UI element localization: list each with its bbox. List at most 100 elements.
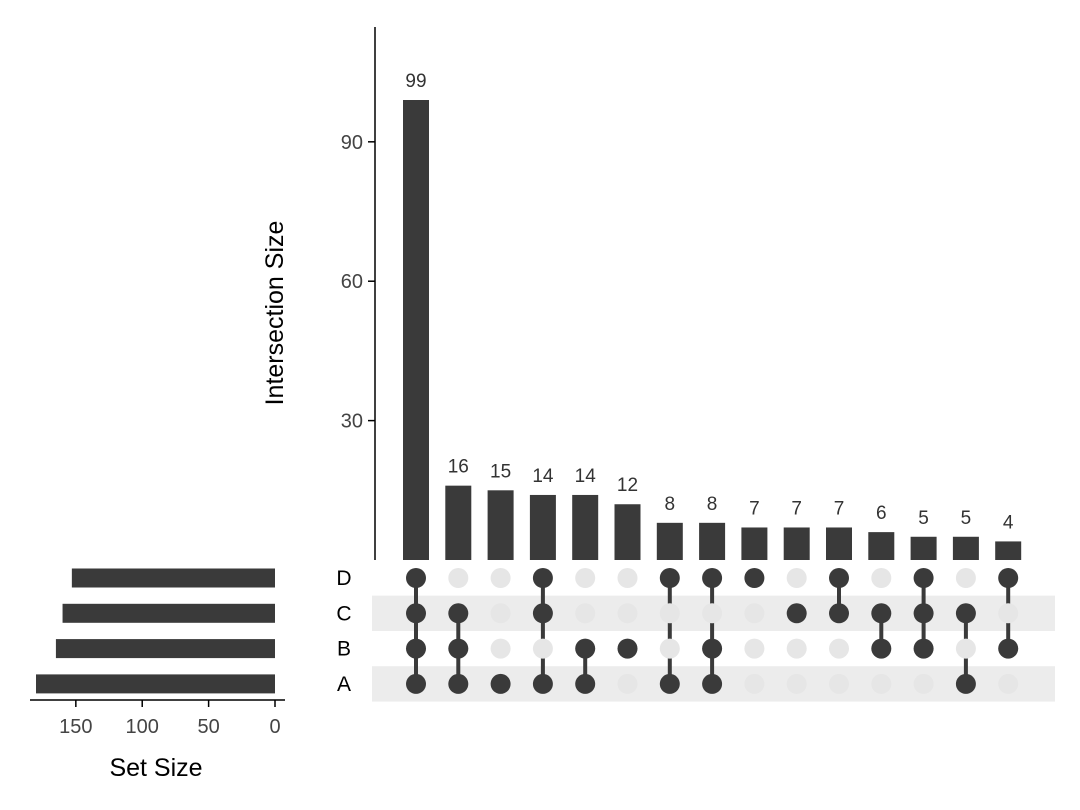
matrix-dot-inactive (659, 603, 680, 624)
matrix-dot-inactive (955, 568, 976, 588)
intersection-bar-label: 8 (707, 494, 718, 515)
matrix-dot-active (448, 673, 469, 694)
matrix-dot-inactive (744, 673, 765, 694)
y-tick-label: 30 (341, 411, 363, 433)
matrix-dot-active (913, 568, 934, 588)
matrix-dot-inactive (448, 568, 469, 588)
set-size-bars (36, 568, 275, 694)
matrix-dot-active (406, 603, 426, 624)
intersection-bar-label: 7 (749, 498, 760, 519)
matrix-dot-active (702, 568, 723, 588)
set-size-tick-label: 100 (126, 716, 159, 738)
intersection-bar (445, 485, 472, 560)
set-label-C: C (336, 602, 351, 625)
matrix-dot-active (448, 603, 469, 624)
intersection-bar (614, 504, 641, 560)
matrix-dot-active (532, 673, 553, 694)
matrix-dot-inactive (871, 673, 892, 694)
intersection-bar-labels: 99 16 15 14 14 12 8 8 7 7 7 6 5 5 4 (405, 71, 1013, 533)
matrix-dot-active (955, 673, 976, 694)
intersection-bar (868, 532, 895, 560)
intersection-bar (487, 490, 514, 560)
intersection-bar (952, 536, 979, 560)
intersection-bar (741, 527, 768, 560)
y-tick-label: 60 (341, 271, 363, 293)
set-size-axis-title: Set Size (109, 754, 202, 782)
matrix-dot-active (702, 638, 723, 659)
intersection-bar-label: 99 (405, 71, 426, 92)
matrix-dot-active (490, 673, 511, 694)
matrix-dot-active (575, 638, 596, 659)
set-size-bar-C (62, 603, 275, 623)
matrix-dot-inactive (829, 638, 849, 659)
intersection-bar (910, 536, 937, 560)
matrix-dot-active (532, 568, 553, 588)
intersection-bar (783, 527, 810, 560)
matrix-dot-active (871, 638, 892, 659)
set-label-B: B (337, 638, 351, 661)
matrix-dot-inactive (955, 638, 976, 659)
matrix-dot-inactive (998, 603, 1019, 624)
set-label-D: D (336, 567, 351, 590)
matrix-dot-active (744, 568, 765, 588)
matrix-dot-active (659, 568, 680, 588)
matrix-dot-inactive (786, 568, 807, 588)
matrix-dot-inactive (829, 673, 849, 694)
matrix-dot-inactive (659, 638, 680, 659)
intersection-bar (826, 527, 852, 560)
intersection-bar-label: 14 (575, 466, 597, 487)
intersection-bar-label: 6 (876, 503, 887, 524)
intersection-bar-label: 4 (1003, 512, 1014, 533)
matrix-dot-active (406, 673, 426, 694)
matrix-dot-inactive (744, 638, 765, 659)
matrix-dot-inactive (617, 568, 638, 588)
matrix-dot-active (913, 603, 934, 624)
intersection-bar-label: 7 (791, 498, 802, 519)
set-size-tick-label: 50 (197, 716, 219, 738)
matrix-dot-active (617, 638, 638, 659)
matrix-dot-active (871, 603, 892, 624)
intersection-size-axis: 30 60 90 (341, 27, 376, 560)
matrix-dot-inactive (786, 673, 807, 694)
set-size-bar-B (55, 639, 275, 659)
intersection-bar (699, 522, 726, 560)
matrix-dot-inactive (786, 638, 807, 659)
matrix-dot-active (913, 638, 934, 659)
intersection-bar-label: 7 (834, 498, 845, 519)
intersection-bars (403, 100, 1022, 560)
y-tick-label: 90 (341, 132, 363, 154)
matrix-dot-active (448, 638, 469, 659)
matrix-dot-active (532, 603, 553, 624)
matrix-dot-inactive (490, 638, 511, 659)
matrix-dot-active (406, 638, 426, 659)
intersection-bar (656, 522, 683, 560)
set-size-bar-A (36, 674, 275, 694)
intersection-bar-label: 5 (918, 508, 929, 529)
matrix-dot-inactive (575, 603, 596, 624)
set-size-bar-D (71, 568, 275, 588)
matrix-dot-inactive (744, 603, 765, 624)
matrix-dot-active (406, 568, 426, 588)
matrix-dot-inactive (617, 673, 638, 694)
matrix-dot-inactive (913, 673, 934, 694)
intersection-bar (572, 494, 599, 560)
matrix-dot-inactive (532, 638, 553, 659)
matrix-dot-active (702, 673, 723, 694)
matrix-dot-active (998, 568, 1019, 588)
matrix-dot-active (786, 603, 807, 624)
matrix-dot-inactive (702, 603, 723, 624)
matrix-dot-inactive (575, 568, 596, 588)
set-label-A: A (337, 673, 351, 696)
intersection-matrix (406, 568, 1019, 694)
y-axis-title: Intersection Size (261, 221, 289, 406)
intersection-bar (529, 494, 556, 560)
intersection-bar (403, 100, 429, 560)
set-size-axis: 150 100 50 0 (30, 699, 285, 738)
matrix-dot-active (998, 638, 1019, 659)
intersection-bar-label: 12 (617, 475, 638, 496)
matrix-dot-active (955, 603, 976, 624)
intersection-bar-label: 5 (961, 508, 972, 529)
intersection-bar (995, 541, 1022, 560)
